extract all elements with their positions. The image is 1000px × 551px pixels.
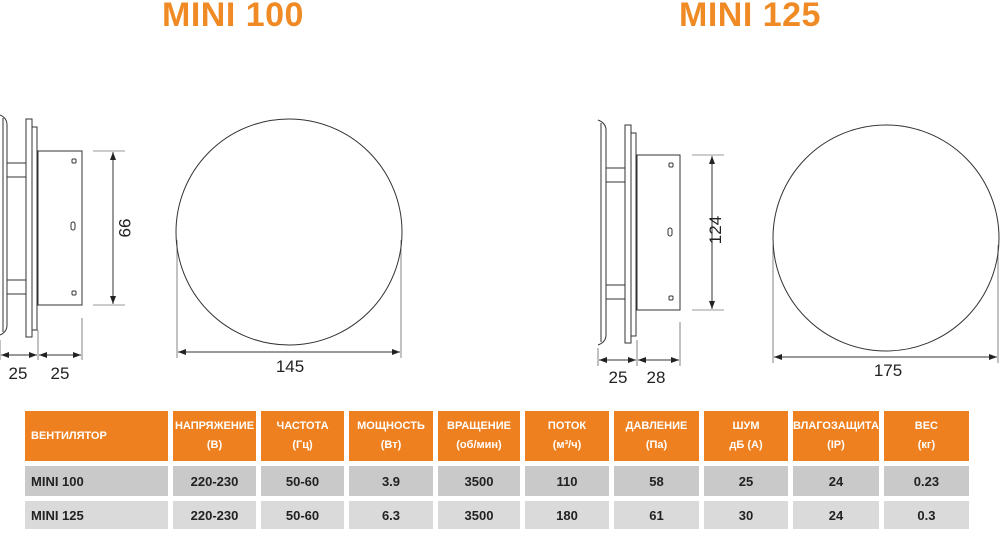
table-row: MINI 125 220-230 50-60 6.3 3500 180 61 3…: [25, 501, 969, 529]
header-power: МОЩНОСТЬ (Вт): [349, 411, 433, 461]
table-header-row: ВЕНТИЛЯТОР НАПРЯЖЕНИЕ (В) ЧАСТОТА (Гц) МОЩ…: [25, 411, 969, 461]
cell-voltage: 220-230: [173, 466, 256, 496]
header-pressure: ДАВЛЕНИЕ (Па): [614, 411, 699, 461]
cell-pressure: 61: [614, 501, 699, 529]
cell-pressure: 58: [614, 466, 699, 496]
cell-weight: 0.3: [883, 501, 969, 529]
cell-frequency: 50-60: [261, 466, 344, 496]
mini125-side-view: [597, 119, 724, 366]
cell-model: MINI 125: [25, 501, 168, 529]
cell-power: 6.3: [349, 501, 433, 529]
mini100-depth-front-label: 25: [9, 364, 28, 383]
cell-weight: 0.23: [883, 466, 969, 496]
mini125-depth-front-label: 25: [609, 368, 628, 387]
cell-airflow: 110: [525, 466, 609, 496]
mini100-front-view: [175, 118, 403, 358]
table-row: MINI 100 220-230 50-60 3.9 3500 110 58 2…: [25, 466, 969, 496]
header-airflow: ПОТОК (м³/ч): [525, 411, 609, 461]
header-voltage: НАПРЯЖЕНИЕ (В): [173, 411, 256, 461]
title-mini-100: MINI 100: [162, 0, 304, 34]
mini100-depth-body-label: 25: [51, 364, 70, 383]
cell-power: 3.9: [349, 466, 433, 496]
mini125-front-view: [772, 124, 1000, 363]
cell-frequency: 50-60: [261, 501, 344, 529]
header-noise: ШУМ дБ (А): [704, 411, 788, 461]
cell-rotation: 3500: [438, 501, 520, 529]
cell-airflow: 180: [525, 501, 609, 529]
mini100-diameter-label: 145: [276, 357, 304, 376]
cell-model: MINI 100: [25, 466, 168, 496]
cell-ip-rating: 24: [793, 501, 879, 529]
cell-voltage: 220-230: [173, 501, 256, 529]
mini125-height-label: 124: [706, 216, 725, 244]
mini100-height-label: 99: [115, 219, 134, 238]
title-mini-125: MINI 125: [679, 0, 821, 34]
header-weight: ВЕС (кг): [883, 411, 969, 461]
cell-rotation: 3500: [438, 466, 520, 496]
mini125-depth-body-label: 28: [647, 368, 666, 387]
header-rotation: ВРАЩЕНИЕ (об/мин): [438, 411, 520, 461]
technical-drawings: 99 25 25 145 124 25 28 175: [0, 114, 1000, 387]
mini125-diameter-label: 175: [874, 361, 902, 380]
mini100-side-view: [0, 114, 125, 360]
specs-table: ВЕНТИЛЯТОР НАПРЯЖЕНИЕ (В) ЧАСТОТА (Гц) МОЩ…: [20, 406, 974, 534]
cell-ip-rating: 24: [793, 466, 879, 496]
cell-noise: 30: [704, 501, 788, 529]
header-fan: ВЕНТИЛЯТОР: [25, 411, 168, 461]
cell-noise: 25: [704, 466, 788, 496]
header-ip-rating: ВЛАГОЗАЩИТА (IP): [793, 411, 879, 461]
header-frequency: ЧАСТОТА (Гц): [261, 411, 344, 461]
